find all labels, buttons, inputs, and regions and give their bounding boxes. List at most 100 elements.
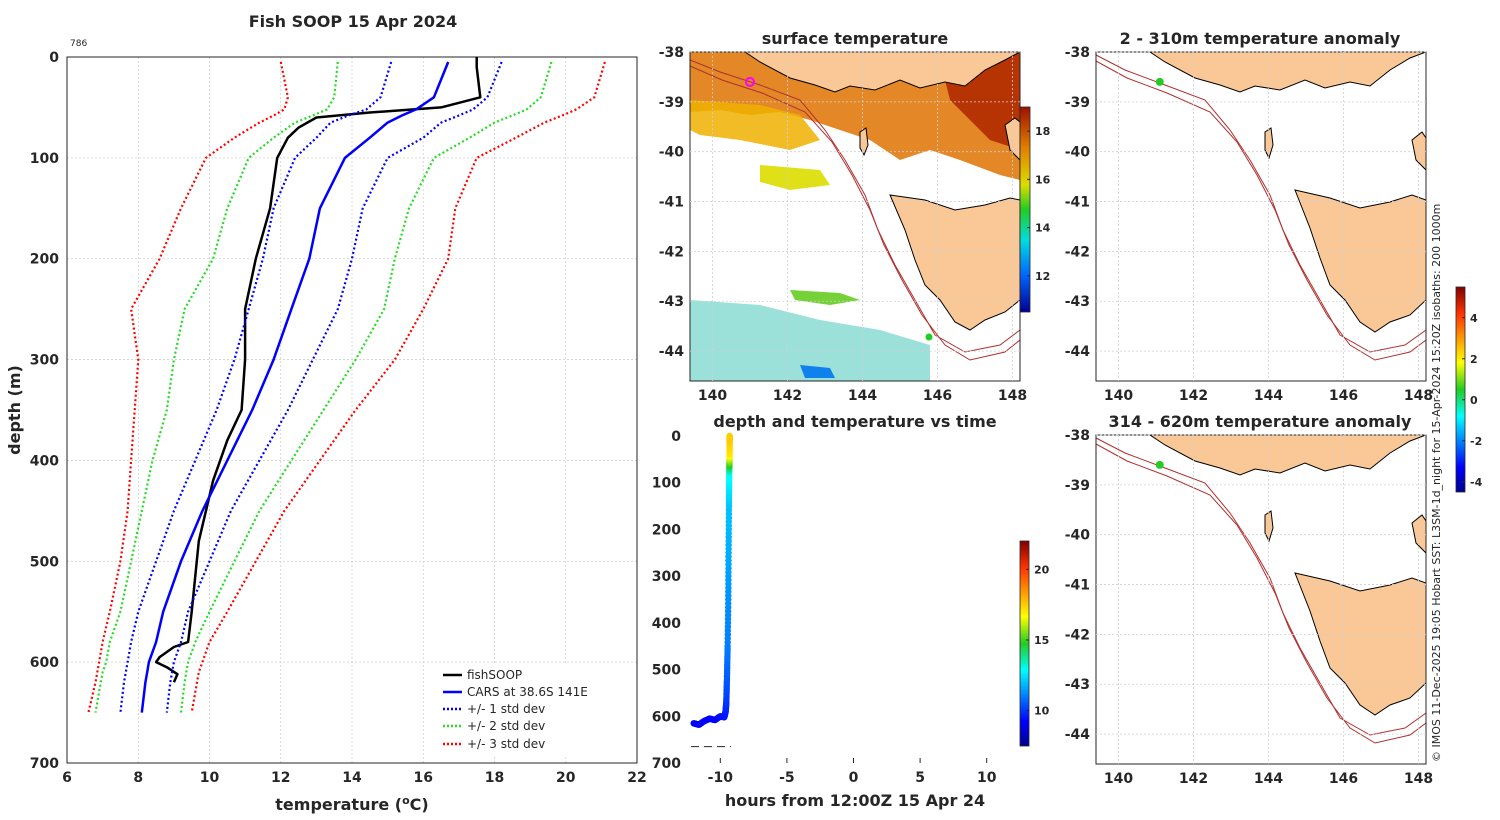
anomaly2-track-marker [1155, 460, 1164, 469]
map-x-tick-label: 142 [1179, 388, 1208, 404]
sst-panel: surface temperature 140 142 1 [659, 29, 1051, 404]
profile-y-tick-label: 600 [30, 655, 59, 671]
profile-y-ticks: 0 100 200 300 400 500 600 700 [30, 50, 59, 772]
profile-y-tick-label: 200 [30, 252, 59, 268]
sst-cool-field [690, 300, 930, 381]
map-x-tick-label: 146 [1329, 388, 1358, 404]
map-x-tick-label: 148 [998, 388, 1027, 404]
map-x-tick-label: 142 [1179, 771, 1208, 787]
map-x-tick-label: 142 [773, 388, 802, 404]
map-y-tick-label: -38 [659, 45, 684, 61]
anomaly2-land-king-island [1264, 510, 1274, 543]
map-y-tick-label: -39 [659, 95, 684, 111]
profile-title: Fish SOOP 15 Apr 2024 [249, 12, 458, 31]
timeseries-title: depth and temperature vs time [713, 412, 996, 431]
sst-title: surface temperature [762, 29, 949, 48]
anomaly1-title: 2 - 310m temperature anomaly [1120, 29, 1401, 48]
colorbar-tick-label: -4 [1470, 476, 1483, 489]
profile-series-cars [140, 61, 450, 713]
map-x-tick-label: 148 [1404, 388, 1433, 404]
colorbar-tick-label: 0 [1470, 394, 1478, 407]
anomaly1-track-marker [1155, 77, 1164, 86]
anomaly2-land-flinders-island [1411, 514, 1426, 554]
profile-series--2-std [94, 61, 339, 713]
map-y-tick-label: -42 [659, 244, 684, 260]
timeseries-x-label: hours from 12:00Z 15 Apr 24 [725, 791, 985, 810]
anomaly1-isobath-1000 [1096, 60, 1426, 361]
map-y-tick-label: -41 [1065, 578, 1090, 594]
map-y-tick-label: -42 [1065, 244, 1090, 260]
sst-land-mainland [744, 52, 1020, 93]
sst-colorbar [1019, 106, 1031, 313]
legend-cars: CARS at 38.6S 141E [467, 685, 588, 699]
legend-std1: +/- 1 std dev [467, 702, 545, 716]
map-x-tick-label: 140 [1104, 771, 1133, 787]
anomaly-colorbar [1455, 286, 1466, 493]
colorbar-tick-label: 2 [1470, 353, 1478, 366]
colorbar-tick-label: 18 [1035, 125, 1050, 138]
profile-y-tick-label: 300 [30, 353, 59, 369]
anomaly2-land-tasmania [1294, 572, 1426, 716]
anomaly-colorbar-ticks: -4 -2 0 2 4 [1462, 312, 1483, 489]
profile-panel: Fish SOOP 15 Apr 2024 786 6 8 10 12 14 16 18 20… [5, 12, 647, 814]
map-x-tick-label: 140 [698, 388, 727, 404]
timeseries-y-tick-label: 500 [652, 663, 681, 679]
colorbar-tick-label: -2 [1470, 435, 1482, 448]
profile-series--1-std [119, 61, 393, 713]
profile-x-tick-label: 14 [342, 770, 362, 786]
anomaly1-land-king-island [1264, 127, 1274, 160]
timeseries-y-tick-label: 300 [652, 569, 681, 585]
map-y-tick-label: -38 [1065, 45, 1090, 61]
profile-x-tick-label: 8 [133, 770, 143, 786]
timeseries-x-ticks: -10 -5 0 5 10 [708, 758, 997, 786]
timeseries-y-tick-label: 400 [652, 616, 681, 632]
profile-x-tick-label: 16 [414, 770, 433, 786]
profile-series--1-std [165, 61, 503, 713]
colorbar-tick-label: 16 [1035, 173, 1051, 186]
map-y-tick-label: -43 [1065, 294, 1090, 310]
legend-std2: +/- 2 std dev [467, 719, 545, 733]
timeseries-x-tick-label: 0 [849, 770, 859, 786]
profile-series-fishsoop [154, 57, 482, 683]
profile-x-tick-label: 10 [200, 770, 220, 786]
colorbar-tick-label: 20 [1034, 563, 1050, 576]
legend-std3: +/- 3 std dev [467, 737, 545, 751]
timeseries-y-tick-label: 200 [652, 522, 681, 538]
timeseries-x-tick-label: -5 [779, 770, 795, 786]
map-y-tick-label: -41 [1065, 195, 1090, 211]
anomaly2-map [1096, 435, 1426, 764]
map-y-tick-label: -40 [1065, 145, 1091, 161]
profile-lines [87, 57, 606, 713]
credit-text: © IMOS 11-Dec-2025 19:05 Hobart SST: L3S… [1430, 204, 1443, 762]
map-y-tick-label: -43 [659, 294, 684, 310]
map-y-tick-label: -44 [1065, 727, 1091, 743]
anomaly1-map [1096, 52, 1426, 381]
colorbar-tick-label: 14 [1035, 222, 1051, 235]
timeseries-panel: depth and temperature vs time -10 -5 0 5 10 … [652, 412, 1050, 810]
profile-y-tick-label: 400 [30, 453, 59, 469]
sst-y-ticks: -38 -39 -40 -41 -42 -43 -44 [659, 45, 1020, 360]
anomaly2-title: 314 - 620m temperature anomaly [1109, 412, 1412, 431]
profile-series--3-std [87, 61, 289, 713]
timeseries-x-tick-label: -10 [708, 770, 734, 786]
timeseries-points [690, 432, 733, 728]
colorbar-tick-label: 15 [1034, 634, 1049, 647]
anomaly2-land-mainland [1149, 435, 1426, 476]
timeseries-y-tick-label: 0 [671, 429, 681, 445]
sst-patch-blue [800, 365, 835, 378]
timeseries-y-tick-label: 100 [652, 476, 681, 492]
profile-series--2-std [179, 61, 553, 713]
timeseries-y-tick-label: 700 [652, 756, 681, 772]
anomaly1-land-flinders-island [1411, 131, 1426, 171]
map-y-tick-label: -39 [1065, 95, 1090, 111]
profile-x-tick-label: 20 [556, 770, 576, 786]
profile-x-tick-label: 12 [271, 770, 290, 786]
timeseries-x-tick-label: 10 [977, 770, 997, 786]
figure-label: 786 [70, 39, 87, 49]
map-x-tick-label: 144 [1254, 771, 1283, 787]
timeseries-x-tick-label: 5 [915, 770, 925, 786]
map-y-tick-label: -42 [1065, 627, 1090, 643]
profile-y-tick-label: 100 [30, 151, 59, 167]
profile-axes-box [66, 56, 638, 764]
